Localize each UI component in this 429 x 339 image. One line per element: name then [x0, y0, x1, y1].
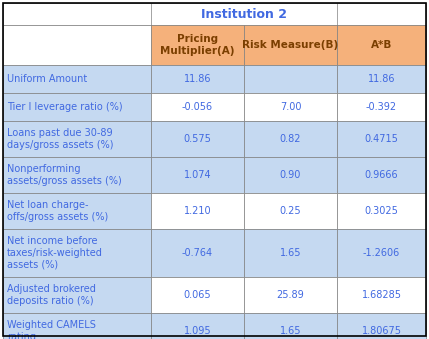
Bar	[151, 313, 244, 339]
Bar	[337, 93, 426, 121]
Text: 1.68285: 1.68285	[362, 290, 402, 300]
Text: Risk Measure(B): Risk Measure(B)	[242, 40, 338, 50]
Text: 25.89: 25.89	[277, 290, 304, 300]
Bar	[244, 229, 337, 277]
Text: Institution 2: Institution 2	[201, 7, 287, 20]
Bar	[151, 229, 244, 277]
Text: 1.65: 1.65	[280, 248, 301, 258]
Text: Loans past due 30-89
days/gross assets (%): Loans past due 30-89 days/gross assets (…	[7, 128, 114, 150]
Bar	[3, 25, 151, 65]
Bar	[244, 277, 337, 313]
Bar	[3, 157, 151, 193]
Text: 0.575: 0.575	[184, 134, 211, 144]
Text: Pricing
Multiplier(A): Pricing Multiplier(A)	[160, 34, 235, 56]
Text: Net income before
taxes/risk-weighted
assets (%): Net income before taxes/risk-weighted as…	[7, 236, 103, 270]
Text: -0.056: -0.056	[182, 102, 213, 112]
Text: Net loan charge-
offs/gross assets (%): Net loan charge- offs/gross assets (%)	[7, 200, 108, 222]
Bar	[244, 121, 337, 157]
Bar	[3, 229, 151, 277]
Bar	[151, 277, 244, 313]
Bar	[151, 157, 244, 193]
Bar	[3, 121, 151, 157]
Bar	[3, 277, 151, 313]
Bar	[337, 65, 426, 93]
Text: 1.65: 1.65	[280, 326, 301, 336]
Text: Weighted CAMELS
rating: Weighted CAMELS rating	[7, 320, 96, 339]
Bar	[244, 25, 337, 65]
Bar	[151, 121, 244, 157]
Text: Nonperforming
assets/gross assets (%): Nonperforming assets/gross assets (%)	[7, 164, 122, 186]
Text: Uniform Amount: Uniform Amount	[7, 74, 87, 84]
Bar	[151, 65, 244, 93]
Bar	[3, 93, 151, 121]
Text: Adjusted brokered
deposits ratio (%): Adjusted brokered deposits ratio (%)	[7, 284, 96, 306]
Text: A*B: A*B	[371, 40, 392, 50]
Text: -0.392: -0.392	[366, 102, 397, 112]
Bar	[337, 277, 426, 313]
Bar	[337, 25, 426, 65]
Bar	[151, 193, 244, 229]
Text: 1.074: 1.074	[184, 170, 211, 180]
Bar	[244, 65, 337, 93]
Text: 0.82: 0.82	[280, 134, 301, 144]
Bar	[151, 25, 244, 65]
Text: 0.4715: 0.4715	[365, 134, 399, 144]
Bar	[244, 93, 337, 121]
Text: 1.80675: 1.80675	[362, 326, 402, 336]
Bar	[337, 193, 426, 229]
Text: 0.90: 0.90	[280, 170, 301, 180]
Text: 0.3025: 0.3025	[365, 206, 399, 216]
Bar	[244, 313, 337, 339]
Text: 11.86: 11.86	[184, 74, 211, 84]
Text: 0.9666: 0.9666	[365, 170, 398, 180]
Text: 0.065: 0.065	[184, 290, 211, 300]
Bar	[337, 121, 426, 157]
Bar	[244, 193, 337, 229]
Bar	[3, 193, 151, 229]
Bar	[151, 93, 244, 121]
Bar	[3, 65, 151, 93]
Text: 11.86: 11.86	[368, 74, 395, 84]
Bar	[3, 3, 426, 25]
Text: -1.2606: -1.2606	[363, 248, 400, 258]
Bar	[337, 313, 426, 339]
Text: -0.764: -0.764	[182, 248, 213, 258]
Bar	[244, 157, 337, 193]
Bar	[337, 229, 426, 277]
Text: 7.00: 7.00	[280, 102, 301, 112]
Text: 1.210: 1.210	[184, 206, 211, 216]
Text: 1.095: 1.095	[184, 326, 211, 336]
Bar	[3, 313, 151, 339]
Text: 0.25: 0.25	[280, 206, 301, 216]
Text: Tier I leverage ratio (%): Tier I leverage ratio (%)	[7, 102, 123, 112]
Bar	[337, 157, 426, 193]
